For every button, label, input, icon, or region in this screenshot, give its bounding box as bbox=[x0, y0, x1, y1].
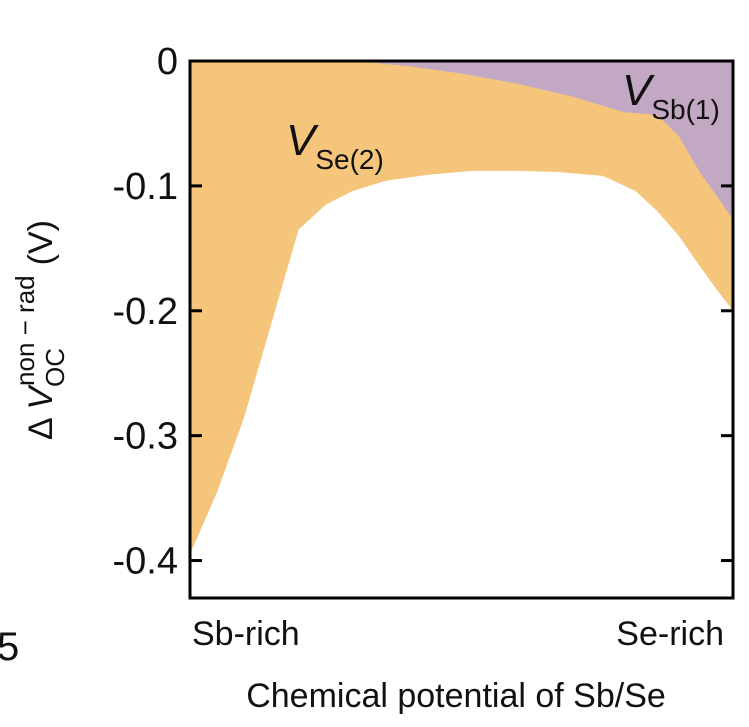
plot-frame bbox=[188, 59, 735, 600]
y-ticks: 0 -0.1 -0.2 -0.3 -0.4 bbox=[113, 41, 733, 583]
edge-glyph: 5 bbox=[0, 625, 19, 669]
x-category-se-rich: Se-rich bbox=[616, 615, 724, 653]
y-tick-label: 0 bbox=[157, 41, 178, 83]
area-vse2 bbox=[190, 61, 733, 555]
y-tick-label: -0.4 bbox=[113, 541, 178, 583]
y-tick-label: -0.2 bbox=[113, 291, 178, 333]
x-category-sb-rich: Sb-rich bbox=[192, 615, 300, 653]
svg-text:Δ VOCnon − rad(V): Δ VOCnon − rad(V) bbox=[10, 220, 70, 440]
series-label-vsb1: VSb(1) bbox=[622, 66, 720, 125]
y-axis-label: Δ VOCnon − rad(V) bbox=[10, 220, 70, 440]
y-tick-label: -0.1 bbox=[113, 166, 178, 208]
series-label-vse2: VSe(2) bbox=[286, 116, 384, 175]
x-axis-label: Chemical potential of Sb/Se bbox=[246, 677, 666, 715]
area-vsb1 bbox=[190, 61, 733, 220]
y-tick-label: -0.3 bbox=[113, 416, 178, 458]
